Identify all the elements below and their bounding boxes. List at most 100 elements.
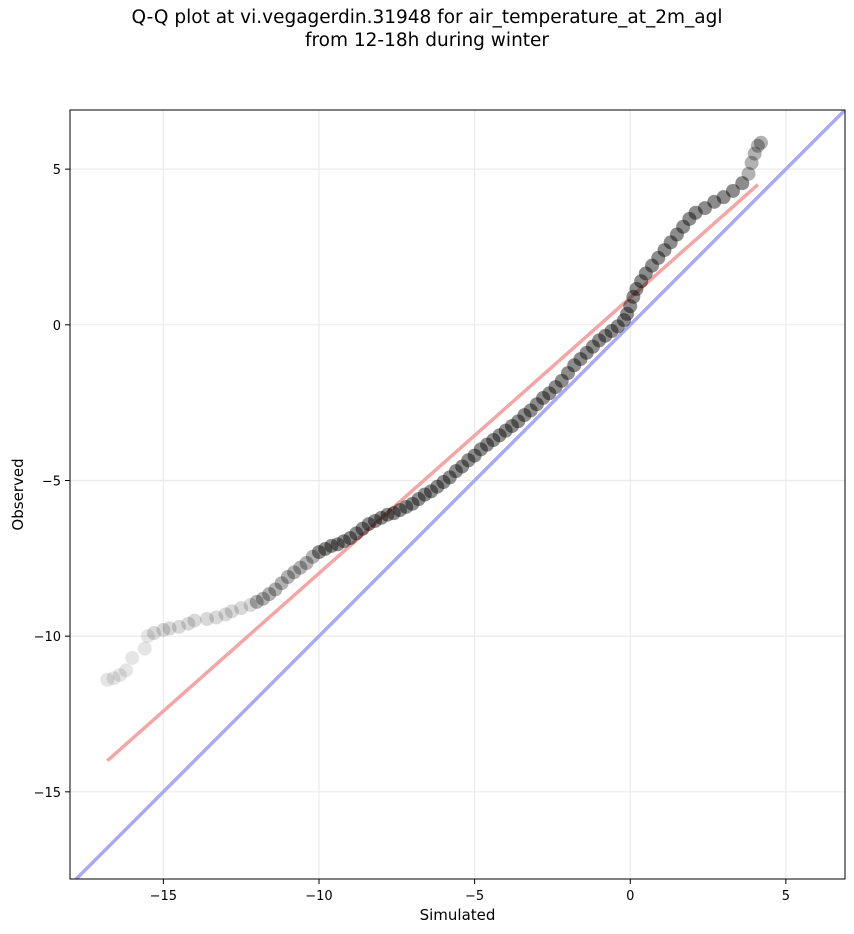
data-point <box>592 333 607 348</box>
data-point <box>554 373 569 388</box>
data-point <box>651 250 666 265</box>
data-point <box>676 219 691 234</box>
data-point <box>741 166 756 181</box>
x-tick-label: −15 <box>150 889 177 904</box>
data-point <box>399 499 414 514</box>
data-point <box>585 339 600 354</box>
data-point <box>343 531 358 546</box>
data-point <box>209 610 224 625</box>
data-point <box>324 538 339 553</box>
chart-title: Q-Q plot at vi.vegagerdin.31948 for air_… <box>131 7 723 28</box>
data-point <box>424 484 439 499</box>
data-point <box>442 470 457 485</box>
data-point <box>716 190 731 205</box>
data-point <box>336 534 351 549</box>
data-point <box>355 521 370 536</box>
data-point <box>181 616 196 631</box>
data-point <box>147 626 162 641</box>
data-point <box>548 380 563 395</box>
data-point <box>626 289 641 304</box>
data-point <box>529 397 544 412</box>
data-point <box>417 487 432 502</box>
data-point <box>536 390 551 405</box>
data-point <box>171 619 186 634</box>
data-point <box>100 672 115 687</box>
data-point <box>567 358 582 373</box>
data-point <box>753 135 768 150</box>
x-tick-label: −5 <box>465 889 484 904</box>
data-point <box>125 650 140 665</box>
data-point <box>620 306 635 321</box>
data-point <box>255 591 270 606</box>
data-point <box>629 282 644 297</box>
data-point <box>542 386 557 401</box>
data-point <box>112 668 127 683</box>
y-axis-label: Observed <box>9 458 27 530</box>
y-tick-label: −10 <box>34 630 61 645</box>
data-point <box>318 541 333 556</box>
data-point <box>688 205 703 220</box>
data-point <box>448 464 463 479</box>
data-point <box>573 352 588 367</box>
data-point <box>492 428 507 443</box>
data-point <box>604 324 619 339</box>
y-tick-label: −15 <box>34 786 61 801</box>
data-point <box>392 503 407 518</box>
data-point <box>140 629 155 644</box>
data-point <box>455 459 470 474</box>
data-point <box>199 612 214 627</box>
data-point <box>299 555 314 570</box>
x-axis-label: Simulated <box>420 906 496 924</box>
data-point <box>747 146 762 161</box>
y-tick-label: 5 <box>53 163 61 178</box>
data-point <box>467 448 482 463</box>
data-point <box>361 517 376 532</box>
data-point <box>311 545 326 560</box>
data-point <box>735 176 750 191</box>
data-point <box>517 408 532 423</box>
data-point <box>374 510 389 525</box>
data-point <box>330 537 345 552</box>
data-point <box>560 366 575 381</box>
data-point <box>268 582 283 597</box>
data-point <box>697 201 712 216</box>
data-point <box>663 235 678 250</box>
data-point <box>119 663 134 678</box>
data-point <box>436 475 451 490</box>
data-point <box>504 419 519 434</box>
data-point <box>386 506 401 521</box>
data-point <box>156 622 171 637</box>
data-point <box>707 194 722 209</box>
data-point <box>634 274 649 289</box>
data-point <box>645 258 660 273</box>
data-point <box>511 414 526 429</box>
data-point <box>280 570 295 585</box>
data-point <box>262 587 277 602</box>
data-point <box>523 403 538 418</box>
chart-subtitle: from 12-18h during winter <box>304 30 550 51</box>
data-point <box>461 453 476 468</box>
fit-line <box>106 183 760 763</box>
data-point <box>411 492 426 507</box>
data-point <box>218 607 233 622</box>
plot-frame <box>69 109 846 880</box>
y-tick-label: 0 <box>53 319 61 334</box>
data-point <box>224 604 239 619</box>
data-point <box>480 437 495 452</box>
data-point <box>243 598 258 613</box>
data-point <box>486 433 501 448</box>
data-point <box>430 479 445 494</box>
data-point <box>305 549 320 564</box>
data-point <box>274 576 289 591</box>
x-tick-label: 0 <box>626 889 634 904</box>
y-tick-label: −5 <box>42 474 61 489</box>
x-tick-label: −10 <box>305 889 332 904</box>
data-point <box>725 183 740 198</box>
data-point <box>669 227 684 242</box>
data-point <box>137 641 152 656</box>
data-point <box>187 613 202 628</box>
data-point <box>287 565 302 580</box>
data-point <box>234 601 249 616</box>
data-point <box>473 442 488 457</box>
